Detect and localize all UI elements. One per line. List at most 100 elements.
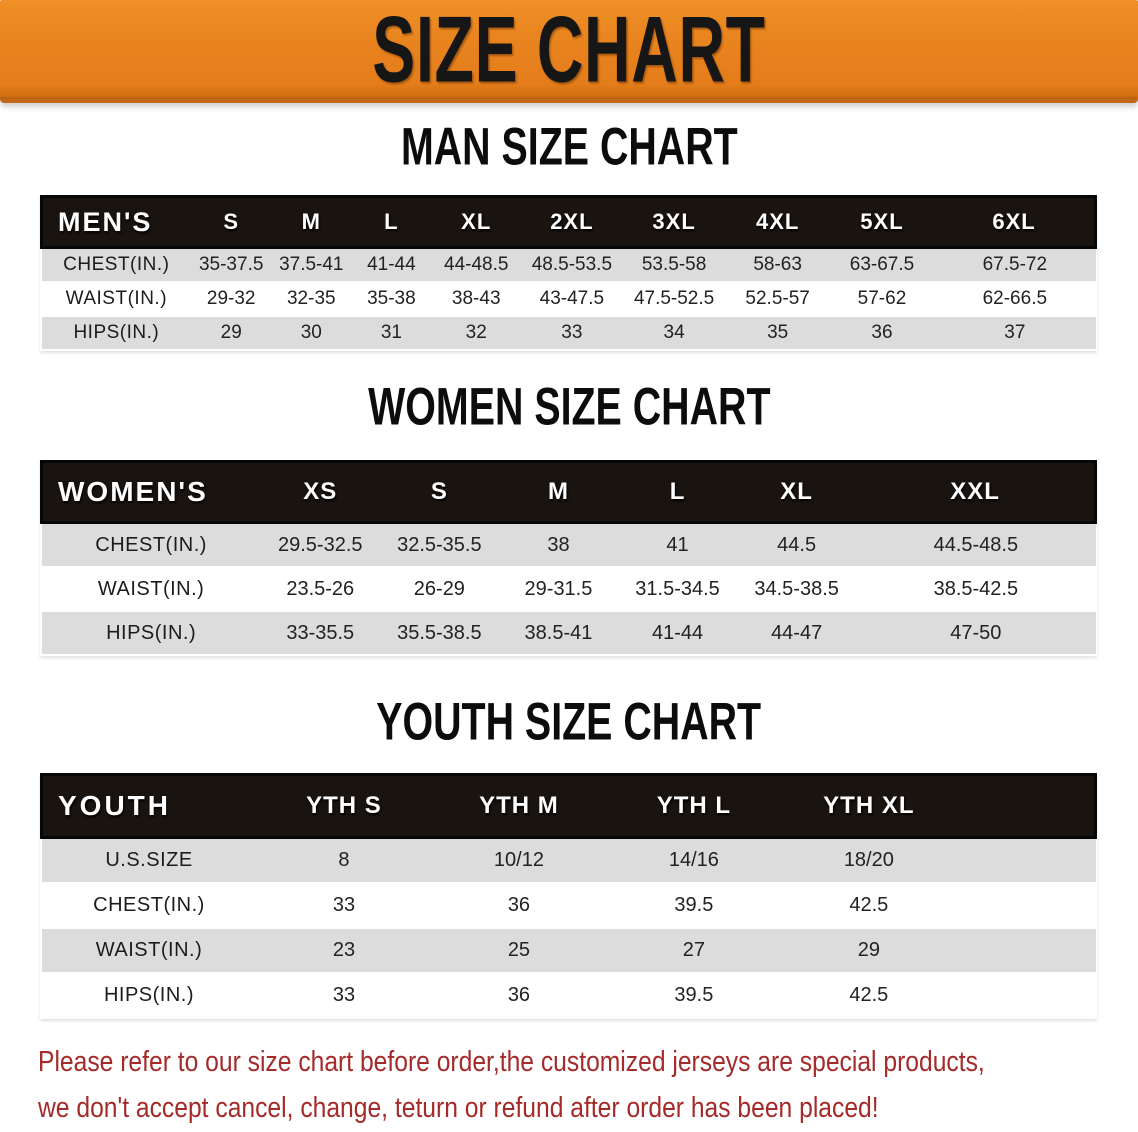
measurement-value: 48.5-53.5 <box>521 247 623 283</box>
measurement-value: 32 <box>431 316 522 351</box>
measurement-value: 52.5-57 <box>725 282 830 317</box>
measurement-label: HIPS(IN.) <box>41 316 192 351</box>
measurement-value: 14/16 <box>606 837 782 884</box>
filler-cell <box>956 837 1096 884</box>
measurement-value: 34.5-38.5 <box>737 567 857 612</box>
measurement-label: WAIST(IN.) <box>41 928 257 974</box>
measurement-value: 47-50 <box>856 611 1096 656</box>
measurement-row: CHEST(IN.) 35-37.5 37.5-41 41-44 44-48.5 48.5… <box>41 247 1096 283</box>
measurement-row: U.S.SIZE 8 10/12 14/16 18/20 <box>41 837 1096 884</box>
measurement-value: 37.5-41 <box>271 247 352 283</box>
measurement-value: 57-62 <box>829 282 935 317</box>
filler-cell <box>956 773 1098 839</box>
measurement-value: 38.5-42.5 <box>856 567 1096 612</box>
measurement-value: 29 <box>781 928 957 974</box>
measurement-value: 31 <box>351 316 432 351</box>
measurement-value: 30 <box>271 316 352 351</box>
size-column-header: 5XL <box>829 195 935 249</box>
measurement-value: 62-66.5 <box>934 282 1096 317</box>
measurement-value: 18/20 <box>781 837 957 884</box>
measurement-label: WAIST(IN.) <box>41 282 192 317</box>
table-title: WOMEN'S <box>39 460 261 524</box>
youth-size-section: YOUTH SIZE CHART YOUTH YTH S YTH M YTH L YTH… <box>0 695 1138 1019</box>
women-section-heading: WOMEN SIZE CHART <box>0 378 1138 437</box>
table-title: MEN'S <box>40 195 192 249</box>
youth-section-heading: YOUTH SIZE CHART <box>0 695 1138 750</box>
measurement-value: 29.5-32.5 <box>260 522 380 568</box>
measurement-value: 44-48.5 <box>431 247 522 283</box>
size-column-header: M <box>271 195 352 249</box>
women-size-table: WOMEN'S XS S M L XL XXL CHEST(IN.) 29.5-32.5 32.5… <box>39 460 1098 656</box>
measurement-value: 35-38 <box>351 282 432 317</box>
measurement-value: 36 <box>431 973 607 1019</box>
measurement-value: 36 <box>431 883 607 929</box>
banner-title: SIZE CHART <box>372 0 766 102</box>
size-column-header: 2XL <box>521 195 623 249</box>
size-column-header: XL <box>431 195 522 249</box>
measurement-value: 33 <box>521 316 623 351</box>
size-column-header: XL <box>737 460 857 524</box>
measurement-value: 10/12 <box>431 837 607 884</box>
measurement-value: 38.5-41 <box>498 611 618 656</box>
size-column-header: XXL <box>856 460 1098 524</box>
measurement-value: 53.5-58 <box>622 247 726 283</box>
measurement-label: CHEST(IN.) <box>41 247 192 283</box>
size-column-header: L <box>618 460 738 524</box>
measurement-row: WAIST(IN.) 23.5-26 26-29 29-31.5 31.5-34.5 34… <box>41 567 1096 612</box>
measurement-value: 47.5-52.5 <box>622 282 726 317</box>
measurement-value: 42.5 <box>781 883 957 929</box>
measurement-value: 44.5 <box>737 522 857 568</box>
size-column-header: M <box>498 460 618 524</box>
measurement-value: 63-67.5 <box>829 247 935 283</box>
measurement-value: 35-37.5 <box>191 247 272 283</box>
measurement-value: 33-35.5 <box>260 611 380 656</box>
measurement-value: 23 <box>256 928 432 974</box>
men-size-section: MAN SIZE CHART MEN'S S M L XL 2XL 3XL 4XL 5XL 6XL… <box>0 118 1138 351</box>
measurement-value: 44-47 <box>737 611 857 656</box>
measurement-value: 29-31.5 <box>498 567 618 612</box>
size-column-header: YTH L <box>606 773 782 839</box>
measurement-value: 8 <box>256 837 432 884</box>
measurement-value: 42.5 <box>781 973 957 1019</box>
measurement-value: 38-43 <box>431 282 522 317</box>
measurement-value: 43-47.5 <box>521 282 623 317</box>
size-column-header: 6XL <box>934 195 1098 249</box>
measurement-value: 41-44 <box>618 611 738 656</box>
size-column-header: S <box>191 195 272 249</box>
measurement-value: 38 <box>498 522 618 568</box>
measurement-row: CHEST(IN.) 29.5-32.5 32.5-35.5 38 41 44.5 44.5… <box>41 522 1096 568</box>
measurement-value: 58-63 <box>725 247 830 283</box>
measurement-value: 34 <box>622 316 726 351</box>
measurement-value: 32-35 <box>271 282 352 317</box>
men-size-table: MEN'S S M L XL 2XL 3XL 4XL 5XL 6XL CHEST(IN.) 35-37… <box>40 195 1098 351</box>
measurement-value: 67.5-72 <box>934 247 1096 283</box>
table-header-row: WOMEN'S XS S M L XL XXL <box>39 460 1098 524</box>
measurement-row: HIPS(IN.) 33-35.5 35.5-38.5 38.5-41 41-44 44-… <box>41 611 1096 656</box>
measurement-value: 27 <box>606 928 782 974</box>
women-section-heading-text: WOMEN SIZE CHART <box>367 378 771 437</box>
measurement-label: HIPS(IN.) <box>41 973 257 1019</box>
measurement-value: 44.5-48.5 <box>856 522 1096 568</box>
table-header-row: MEN'S S M L XL 2XL 3XL 4XL 5XL 6XL <box>40 195 1098 249</box>
measurement-value: 35.5-38.5 <box>379 611 499 656</box>
measurement-value: 29 <box>191 316 272 351</box>
size-column-header: 3XL <box>622 195 726 249</box>
filler-cell <box>956 883 1096 929</box>
filler-cell <box>956 973 1096 1019</box>
women-size-section: WOMEN SIZE CHART WOMEN'S XS S M L XL XXL CHEST(… <box>0 378 1138 656</box>
measurement-value: 37 <box>934 316 1096 351</box>
measurement-value: 26-29 <box>379 567 499 612</box>
measurement-row: WAIST(IN.) 29-32 32-35 35-38 38-43 43-47.5 47.… <box>41 282 1096 317</box>
men-section-heading: MAN SIZE CHART <box>0 118 1138 177</box>
measurement-row: HIPS(IN.) 29 30 31 32 33 34 35 36 37 <box>41 316 1096 351</box>
measurement-value: 32.5-35.5 <box>379 522 499 568</box>
measurement-value: 29-32 <box>191 282 272 317</box>
measurement-row: HIPS(IN.) 33 36 39.5 42.5 <box>41 973 1096 1019</box>
men-section-heading-text: MAN SIZE CHART <box>400 118 738 177</box>
measurement-label: U.S.SIZE <box>41 837 257 884</box>
table-title: YOUTH <box>39 773 257 839</box>
youth-size-table: YOUTH YTH S YTH M YTH L YTH XL U.S.SIZE 8 10/12… <box>39 773 1098 1019</box>
measurement-label: CHEST(IN.) <box>41 522 261 568</box>
measurement-label: CHEST(IN.) <box>41 883 257 929</box>
measurement-value: 36 <box>829 316 935 351</box>
